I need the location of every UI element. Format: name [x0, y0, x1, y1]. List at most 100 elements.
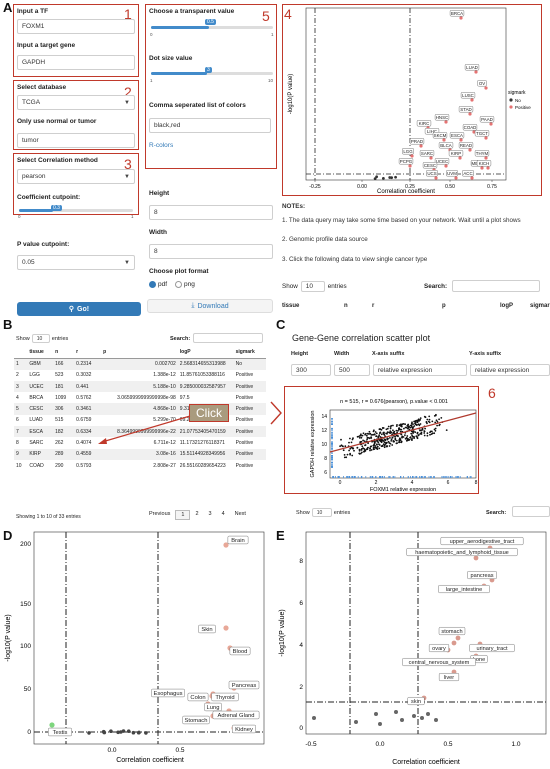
page-button[interactable]: Next	[234, 511, 246, 517]
method-label: Select Correlation method	[17, 157, 98, 164]
show-select-c[interactable]: 10	[311, 508, 332, 517]
volcano-e-label-liver: liver	[438, 673, 460, 681]
volcano-e-point-ns	[434, 718, 438, 722]
col-sigmark[interactable]: sigmark	[530, 303, 550, 309]
volcano-d-label-esophagus: Esophagus	[151, 688, 185, 697]
gene-input[interactable]: GAPDH	[17, 55, 135, 70]
table-cell: 11.17321276118371	[179, 440, 225, 447]
volcano-a-label-stad-box	[458, 106, 474, 113]
scatter-point	[383, 438, 386, 441]
method-box	[13, 153, 139, 215]
volcano-a-label-read-text: READ	[460, 143, 472, 148]
search-input-a[interactable]	[452, 280, 540, 292]
scatter-rug-x	[442, 476, 444, 478]
table-b-header-4[interactable]: p	[101, 347, 178, 359]
setting-ysuffix-input[interactable]: relative expression	[470, 364, 550, 376]
table-row[interactable]: 1 GBM 166 0.2314 0.002702 2.568314655313988 No	[14, 358, 266, 370]
scatter-xtick-label: 4	[411, 480, 414, 486]
width-input[interactable]: 8	[149, 244, 273, 259]
col-r[interactable]: r	[372, 303, 375, 309]
volcano-e-ytick-label: 2	[299, 684, 303, 691]
table-cell: 0.441	[74, 380, 102, 393]
note-1: 1. The data query may take some time bas…	[282, 217, 521, 224]
db-select[interactable]: TCGA ▼	[17, 95, 135, 110]
tf-input[interactable]: FOXM1	[17, 19, 135, 34]
dot-slider-track[interactable]	[151, 72, 273, 75]
colors-input[interactable]: black,red	[149, 118, 271, 133]
table-row[interactable]: 4 BRCA 1099 0.5762 3.0659999999999998e-98 97.…	[14, 392, 266, 403]
volcano-a-xtick-label: 0.75	[487, 184, 497, 190]
scatter-point	[393, 440, 395, 443]
col-logp[interactable]: logP	[500, 303, 513, 309]
scatter-yticks: 6 8 10 12 14	[321, 414, 327, 476]
table-cell: 0.002702	[101, 358, 178, 370]
scatter-point	[398, 440, 401, 442]
scatter-frame	[329, 409, 477, 479]
volcano-d-ytick-label: 100	[20, 643, 31, 650]
table-cell: 7	[14, 426, 28, 438]
volcano-a-label-kich: KICH	[476, 160, 492, 167]
format-radio-group: pdf png	[149, 281, 195, 288]
caret-down-icon: ▼	[124, 99, 130, 106]
note-2-link[interactable]: 2. Genomic profile data source	[282, 236, 368, 243]
volcano-a-label-sarc: SARC	[419, 150, 435, 157]
table-row[interactable]: 3 UCEC 181 0.441 5.188e-10 9.285000032587957 P…	[14, 380, 266, 393]
table-b-header-2[interactable]: n	[53, 347, 75, 359]
page-button[interactable]: 2	[195, 511, 199, 517]
show-select-b[interactable]: 10	[31, 334, 50, 343]
table-b-header-3[interactable]: r	[74, 347, 102, 359]
radio-unchecked-icon[interactable]	[175, 281, 183, 288]
transparent-slider-track[interactable]	[151, 26, 273, 29]
scatter-point	[375, 432, 378, 435]
scatter-point	[433, 428, 436, 431]
setting-xsuffix-input[interactable]: relative expression	[373, 364, 467, 376]
table-cell: COAD	[29, 462, 44, 469]
setting-ysuffix-value: relative expression	[475, 366, 530, 374]
table-b-header-0[interactable]	[14, 347, 28, 359]
table-row[interactable]: 2 LGG 523 0.3032 1.388e-12 11.85761053388116 P…	[14, 370, 266, 381]
col-p[interactable]: p	[442, 303, 446, 309]
show-select[interactable]: 10	[300, 281, 325, 292]
scatter-rug-x	[370, 476, 372, 478]
rcolors-link[interactable]: R-colors	[149, 142, 174, 149]
setting-height-input[interactable]: 300	[291, 364, 331, 376]
radio-checked-icon[interactable]	[149, 281, 156, 288]
table-b-header-6[interactable]: sigmark	[233, 347, 266, 359]
col-tissue[interactable]: tissue	[282, 303, 300, 309]
go-button[interactable]: ⚲ Go!	[17, 302, 141, 316]
setting-width-input[interactable]: 500	[334, 364, 370, 376]
height-input[interactable]: 8	[149, 205, 273, 220]
table-b-header-1[interactable]: tissue	[27, 347, 54, 359]
scatter-rug-x	[419, 476, 420, 478]
table-row[interactable]: 10 COAD 290 0.5793 2.808e-27 26.5516028965422…	[14, 460, 266, 471]
tissue-input[interactable]: tumor	[17, 133, 135, 148]
method-select[interactable]: pearson ▼	[17, 169, 135, 184]
table-b-header-5[interactable]: logP	[177, 347, 234, 359]
volcano-e-points	[312, 545, 495, 726]
page-button[interactable]: 1	[175, 510, 191, 520]
table-cell: 3	[14, 380, 28, 393]
scatter-rug-y	[331, 452, 333, 454]
download-button[interactable]: ⤓ Download	[147, 299, 273, 313]
table-row[interactable]: 9 KIRP 289 0.4559 3.08e-16 15.51144928349956 P…	[14, 448, 266, 460]
volcano-a-point	[484, 156, 488, 160]
page-button[interactable]: Previous	[149, 511, 171, 517]
pval-select[interactable]: 0.05 ▼	[17, 255, 135, 270]
scatter-point	[404, 434, 406, 436]
volcano-d-label-stomach-box	[182, 715, 210, 725]
volcano-a-label-kirp-box	[448, 150, 464, 157]
table-cell: Positive	[233, 380, 266, 393]
volcano-e-labels: upper_aerodigestive_tract haematopoietic_…	[402, 537, 524, 705]
table-row[interactable]: 7 ESCA 182 0.6334 8.3649999999999996e-22 21.0…	[14, 426, 266, 438]
search-input-b[interactable]	[193, 333, 263, 343]
col-n[interactable]: n	[344, 303, 348, 309]
coef-slider-track[interactable]	[19, 209, 133, 212]
page-button[interactable]: 4	[221, 511, 225, 517]
scatter-point	[360, 434, 362, 437]
table-row[interactable]: 8 SARC 262 0.4074 6.711e-12 11.17321276118371…	[14, 437, 266, 448]
page-button[interactable]: 3	[208, 511, 212, 517]
scatter-point	[416, 436, 419, 439]
scatter-point	[358, 448, 361, 451]
volcano-e-point-ns	[420, 716, 424, 720]
search-input-c[interactable]	[512, 506, 550, 517]
